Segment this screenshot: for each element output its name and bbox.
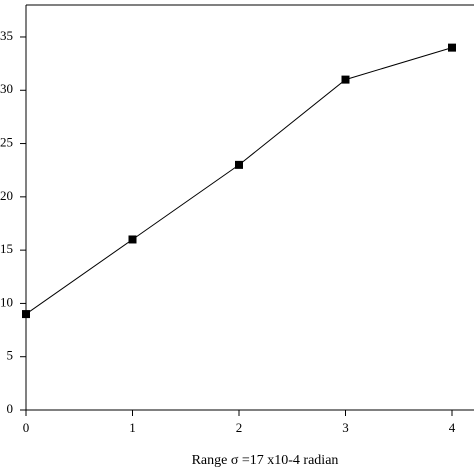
data-point — [235, 160, 243, 169]
x-tick-label: 2 — [236, 420, 243, 435]
data-point — [128, 235, 137, 244]
x-tick-label: 1 — [129, 420, 136, 435]
y-tick-label: 20 — [0, 188, 13, 203]
y-tick-label: 0 — [7, 401, 14, 416]
x-axis-label: Range σ =17 x10-4 radian — [192, 453, 339, 468]
data-point — [448, 43, 456, 52]
y-tick-label: 35 — [0, 28, 13, 43]
x-tick-label: 0 — [23, 420, 30, 435]
x-tick-label: 3 — [342, 420, 349, 435]
y-tick-label: 5 — [7, 348, 14, 363]
data-line — [25, 47, 453, 315]
data-point — [22, 310, 30, 319]
data-point — [341, 75, 350, 84]
x-tick-label: 4 — [449, 420, 456, 435]
y-tick-label: 15 — [0, 241, 13, 256]
y-tick-label: 25 — [0, 135, 13, 150]
y-tick-label: 30 — [0, 81, 13, 96]
y-tick-label: 10 — [0, 294, 13, 309]
